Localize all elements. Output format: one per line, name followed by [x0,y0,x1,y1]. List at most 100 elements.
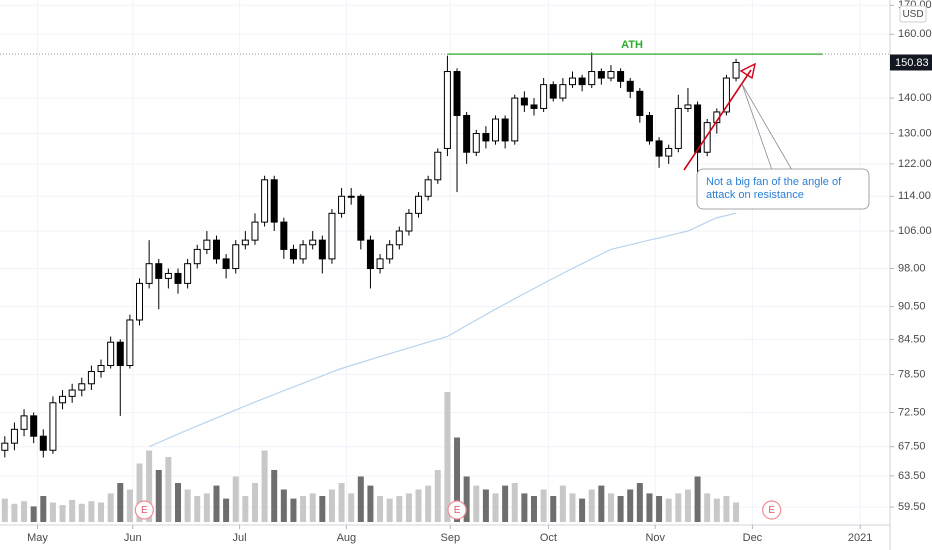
candle-body [10,428,18,444]
volume-bar [492,493,499,522]
candle-body [347,195,355,198]
candle-body [126,319,134,367]
candle-body [39,435,47,451]
volume-bar [694,476,701,522]
candle-body [241,239,249,246]
candle-body [145,263,153,284]
volume-bar [444,392,451,522]
candle-body [68,389,76,397]
earnings-label: E [454,505,461,516]
volume-bar [155,470,162,522]
volume-bar [733,502,740,522]
earnings-marker [134,500,154,520]
candle-body [520,97,528,106]
x-tick-label: Oct [540,532,557,544]
y-tick-label: 84.50 [898,333,926,345]
volume-bar [713,498,720,522]
candle-body [482,133,490,142]
volume-bar [271,470,278,522]
volume-bar [98,502,105,522]
volume-bar [521,493,528,522]
candle-body [578,77,586,86]
x-tick-label: Nov [645,532,665,544]
earnings-label: E [141,505,148,516]
candle-body [280,221,288,250]
y-tick-label: 72.50 [898,406,926,418]
candle-body [328,212,336,260]
candle-body [540,84,548,109]
candle-body [376,258,384,270]
volume-bar [656,496,663,522]
last-price-label: 150.83 [895,57,929,69]
candle-body [607,71,615,79]
volume-bar [425,485,432,522]
candle-body [193,248,201,265]
y-tick-label: 114.00 [898,190,931,202]
candle-body [318,239,326,260]
volume-bar [675,493,682,522]
volume-bar [357,476,364,522]
candle-body [415,195,423,214]
candle-body [492,118,500,142]
volume-bar [232,476,239,522]
x-tick-label: Sep [441,532,461,544]
candle-body [694,104,702,153]
annotations: ATH E E E Not a big fan of the angle ofattac… [134,39,870,520]
volume-bar [540,489,547,522]
earnings-label: E [768,505,775,516]
volume-bar [598,485,605,522]
volume-bar [300,496,307,522]
axes: 59.50 63.50 67.50 72.50 78.50 84.50 90.50 98.00… [27,0,932,544]
candle-body [232,244,240,270]
candle-body [568,77,576,86]
earnings-marker [762,500,782,520]
callout-pointer [741,83,773,171]
candle-body [270,179,278,223]
candle-body [530,104,538,109]
y-tick-label: 130.00 [898,127,932,139]
candle-body [395,230,403,246]
candle-body [30,415,38,437]
y-tick-label: 63.50 [898,470,926,482]
y-tick-label: 106.00 [898,225,932,237]
price-pane [1,52,740,458]
candle-body [203,239,211,250]
volume-bar [78,503,85,522]
volume-bar [49,502,56,522]
candle-body [338,195,346,214]
volume-bar [588,489,595,522]
ath-label: ATH [621,39,643,51]
y-tick-label: 160.00 [898,28,932,40]
volume-bar [405,493,412,522]
candle-body [443,71,451,149]
x-tick-label: Jul [233,532,247,544]
candle-body [424,179,432,197]
candle-body [655,140,663,157]
y-tick-label: 67.50 [898,441,926,453]
candle-body [357,195,365,241]
candle-body [645,114,653,142]
candle-body [251,221,259,241]
currency: USD [902,9,923,20]
volume-bar [723,496,730,522]
candle-body [453,71,461,116]
y-tick-label: 122.00 [898,158,932,170]
candle-body [386,244,394,260]
x-tick-label: May [27,532,48,544]
candle-body [732,61,740,79]
candle-body [107,341,115,367]
volume-bar [665,498,672,522]
x-tick-label: Jun [124,532,142,544]
volume-bar [30,506,37,522]
candle-body [463,114,471,153]
volume-bar [550,496,557,522]
volume-bar [415,489,422,522]
candle-body [116,341,124,367]
volume-bar [175,483,181,522]
candle-body [597,71,605,79]
x-tick-label: Aug [337,532,357,544]
candle-body [97,365,105,373]
arrow-line [683,69,752,171]
volume-bar [473,485,480,522]
candle-body [722,77,730,113]
